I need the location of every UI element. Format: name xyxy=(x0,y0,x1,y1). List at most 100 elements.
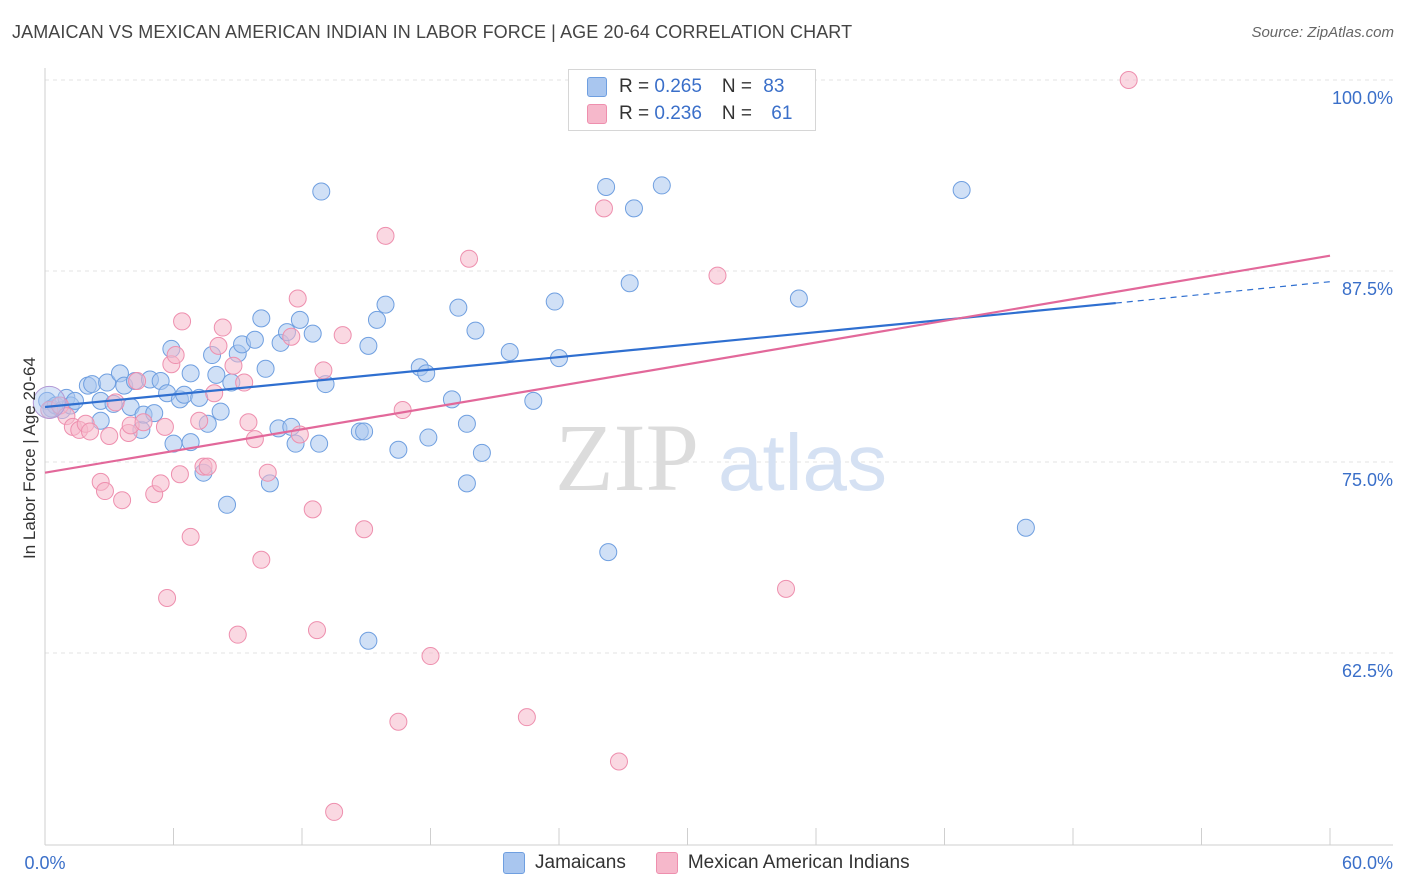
point-mexican-american-indians xyxy=(173,312,192,331)
point-mexican-american-indians xyxy=(421,647,440,666)
point-mexican-american-indians xyxy=(708,266,727,285)
chart-title: JAMAICAN VS MEXICAN AMERICAN INDIAN IN L… xyxy=(12,22,853,42)
point-mexican-american-indians xyxy=(777,579,796,598)
watermark-atlas: atlas xyxy=(718,418,887,507)
point-mexican-american-indians xyxy=(325,802,344,821)
y-tick-label: 100.0% xyxy=(1332,88,1393,108)
legend-swatch-blue xyxy=(503,852,525,874)
point-mexican-american-indians xyxy=(252,550,271,569)
n-value: 83 xyxy=(763,76,785,97)
legend-row-mexican-american-indians: R = 0.236 N = 61 xyxy=(587,102,792,126)
point-jamaicans xyxy=(952,181,971,200)
point-jamaicans xyxy=(466,321,485,340)
tick-labels: 62.5% 75.0% 87.5% 100.0% 0.0% 60.0% xyxy=(24,88,1393,873)
point-jamaicans xyxy=(597,177,616,196)
point-jamaicans xyxy=(355,422,374,441)
legend-item-jamaicans: Jamaicans xyxy=(503,852,626,874)
point-jamaicans xyxy=(457,414,476,433)
point-jamaicans xyxy=(207,365,226,384)
legend-row-jamaicans: R = 0.265 N = 83 xyxy=(587,75,784,99)
point-jamaicans xyxy=(545,292,564,311)
point-mexican-american-indians xyxy=(80,422,99,441)
point-mexican-american-indians xyxy=(460,249,479,268)
point-mexican-american-indians xyxy=(128,372,147,391)
point-jamaicans xyxy=(83,375,102,394)
point-mexican-american-indians xyxy=(170,465,189,484)
point-jamaicans xyxy=(419,428,438,447)
trend-line-extension xyxy=(1115,281,1331,304)
point-cluster xyxy=(32,385,66,419)
point-jamaicans xyxy=(256,359,275,378)
point-mexican-american-indians xyxy=(355,520,374,539)
legend-swatch-blue xyxy=(587,77,607,97)
point-jamaicans xyxy=(417,364,436,383)
legend-swatch-pink xyxy=(587,104,607,124)
point-jamaicans xyxy=(500,342,519,361)
point-mexican-american-indians xyxy=(95,482,114,501)
point-mexican-american-indians xyxy=(100,427,119,446)
point-jamaicans xyxy=(457,474,476,493)
point-jamaicans xyxy=(524,391,543,410)
point-jamaicans xyxy=(599,543,618,562)
legend-item-mexican-american-indians: Mexican American Indians xyxy=(655,852,910,874)
point-jamaicans xyxy=(312,182,331,201)
y-axis-label: In Labor Force | Age 20-64 xyxy=(20,357,39,559)
y-tick-label: 75.0% xyxy=(1342,470,1393,490)
r-label: R = xyxy=(619,103,655,124)
point-jamaicans xyxy=(624,199,643,218)
point-jamaicans xyxy=(218,495,237,514)
point-jamaicans xyxy=(1016,518,1035,537)
point-jamaicans xyxy=(310,434,329,453)
point-jamaicans xyxy=(359,631,378,650)
point-jamaicans xyxy=(252,309,271,328)
point-mexican-american-indians xyxy=(389,712,408,731)
series-legend: Jamaicans Mexican American Indians xyxy=(503,852,940,874)
point-jamaicans xyxy=(65,391,84,410)
point-mexican-american-indians xyxy=(282,327,301,346)
point-jamaicans xyxy=(652,176,671,195)
point-mexican-american-indians xyxy=(239,413,258,432)
x-tick-label: 60.0% xyxy=(1342,853,1393,873)
point-jamaicans xyxy=(181,364,200,383)
r-value: 0.236 xyxy=(654,103,702,124)
x-tick-label: 0.0% xyxy=(24,853,65,873)
y-tick-label: 87.5% xyxy=(1342,279,1393,299)
legend-label-jamaicans: Jamaicans xyxy=(535,852,626,873)
point-mexican-american-indians xyxy=(303,500,322,519)
r-value: 0.265 xyxy=(654,76,702,97)
point-jamaicans xyxy=(303,324,322,343)
point-mexican-american-indians xyxy=(213,318,232,337)
point-mexican-american-indians xyxy=(209,336,228,355)
n-label: N = xyxy=(721,76,758,97)
correlation-legend: R = 0.265 N = 83 R = 0.236 N = 61 xyxy=(568,69,816,131)
point-mexican-american-indians xyxy=(158,588,177,607)
point-mexican-american-indians xyxy=(258,463,277,482)
point-jamaicans xyxy=(789,289,808,308)
point-mexican-american-indians xyxy=(106,393,125,412)
point-jamaicans xyxy=(620,274,639,293)
point-mexican-american-indians xyxy=(1119,71,1138,89)
point-mexican-american-indians xyxy=(151,474,170,493)
point-mexican-american-indians xyxy=(517,708,536,727)
point-jamaicans xyxy=(367,310,386,329)
point-mexican-american-indians xyxy=(307,621,326,640)
point-jamaicans xyxy=(449,298,468,317)
point-mexican-american-indians xyxy=(155,417,174,436)
point-mexican-american-indians xyxy=(198,457,217,476)
point-jamaicans xyxy=(472,443,491,462)
legend-label-mexican-american-indians: Mexican American Indians xyxy=(687,852,910,873)
point-mexican-american-indians xyxy=(609,752,628,771)
legend-swatch-pink xyxy=(655,852,678,874)
point-jamaicans xyxy=(211,402,230,421)
point-mexican-american-indians xyxy=(205,384,224,403)
point-mexican-american-indians xyxy=(333,326,352,345)
axes xyxy=(44,68,1393,846)
point-mexican-american-indians xyxy=(228,625,247,644)
watermark: ZIP atlas xyxy=(555,404,887,511)
watermark-zip: ZIP xyxy=(555,404,699,511)
point-mexican-american-indians xyxy=(393,401,412,420)
point-mexican-american-indians xyxy=(113,491,132,510)
point-jamaicans xyxy=(290,310,309,329)
n-label: N = xyxy=(721,103,758,124)
